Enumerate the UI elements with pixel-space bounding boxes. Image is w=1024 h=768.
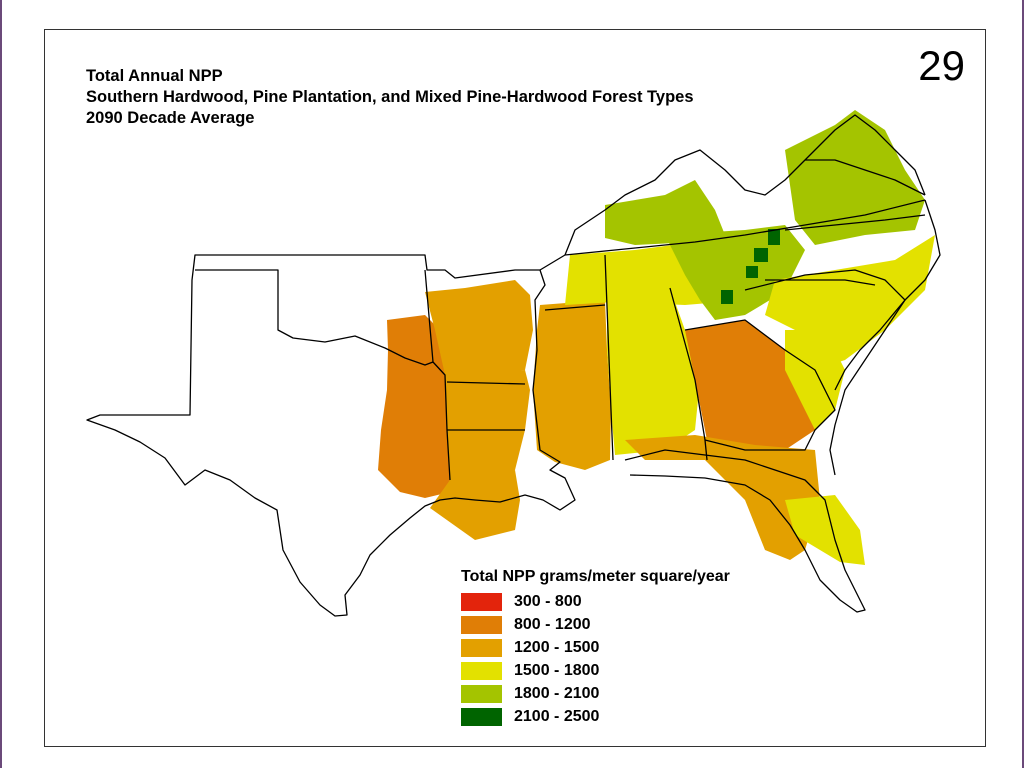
map-subtitle: Southern Hardwood, Pine Plantation, and … — [86, 88, 694, 106]
npp-region-kentucky — [605, 180, 725, 245]
map-period: 2090 Decade Average — [86, 109, 255, 127]
npp-cell-high-4 — [721, 290, 733, 304]
legend-label: 1500 - 1800 — [514, 661, 600, 679]
map-title: Total Annual NPP — [86, 67, 223, 85]
slide-number: 29 — [918, 42, 965, 89]
npp-region-appalachia — [665, 225, 805, 320]
legend-swatch — [461, 684, 502, 703]
npp-cell-high-1 — [768, 229, 780, 245]
npp-region-east-texas — [378, 315, 455, 498]
southeast-npp-map — [86, 110, 941, 617]
outline-ms-al — [544, 254, 708, 461]
legend-item: 2100 - 2500 — [461, 705, 730, 728]
legend-label: 300 - 800 — [514, 592, 582, 610]
outline-oklahoma-texas-border — [195, 269, 434, 366]
legend-swatch — [461, 638, 502, 657]
outline-mississippi — [539, 199, 926, 271]
npp-raster — [378, 110, 935, 565]
outline-ga-fl — [684, 319, 836, 451]
legend-item: 1500 - 1800 — [461, 659, 730, 682]
legend-swatch — [461, 661, 502, 680]
slide-edge-right — [1022, 0, 1024, 768]
legend: Total NPP grams/meter square/year 300 - … — [461, 568, 730, 728]
legend-swatch — [461, 592, 502, 611]
slide-edge-left — [0, 0, 2, 768]
state-outlines — [86, 114, 941, 617]
outline-texas-oklahoma — [86, 254, 576, 617]
npp-region-virginia — [785, 110, 925, 245]
legend-swatch — [461, 707, 502, 726]
legend-label: 2100 - 2500 — [514, 707, 600, 725]
npp-region-arkansas — [445, 370, 530, 485]
outline-atlantic-coast — [829, 199, 941, 476]
legend-item: 1800 - 2100 — [461, 682, 730, 705]
map-frame: 29 Total Annual NPP Southern Hardwood, P… — [44, 29, 986, 747]
npp-region-georgia — [685, 320, 815, 450]
outline-arkansas — [424, 269, 451, 481]
legend-title: Total NPP grams/meter square/year — [461, 568, 730, 585]
outline-tn-ky — [564, 114, 926, 256]
legend-label: 1200 - 1500 — [514, 638, 600, 656]
npp-region-louisiana — [430, 470, 520, 540]
npp-region-alabama — [607, 288, 700, 455]
npp-region-mississippi — [533, 300, 611, 470]
legend-swatch — [461, 615, 502, 634]
legend-item: 300 - 800 — [461, 590, 730, 613]
npp-region-oklahoma-se — [425, 280, 533, 375]
npp-region-florida-peninsula — [785, 495, 865, 565]
npp-region-sc-coast — [785, 330, 845, 430]
legend-item: 800 - 1200 — [461, 613, 730, 636]
npp-region-florida-panhandle — [625, 435, 820, 560]
map-title-block: Total Annual NPP Southern Hardwood, Pine… — [86, 66, 694, 129]
legend-label: 1800 - 2100 — [514, 684, 600, 702]
legend-label: 800 - 1200 — [514, 615, 591, 633]
npp-cell-high-2 — [754, 248, 768, 262]
npp-cell-high-3 — [746, 266, 758, 278]
outline-ark-la — [446, 381, 526, 431]
outline-florida — [624, 449, 866, 613]
legend-item: 1200 - 1500 — [461, 636, 730, 659]
outline-virginia — [784, 159, 926, 231]
